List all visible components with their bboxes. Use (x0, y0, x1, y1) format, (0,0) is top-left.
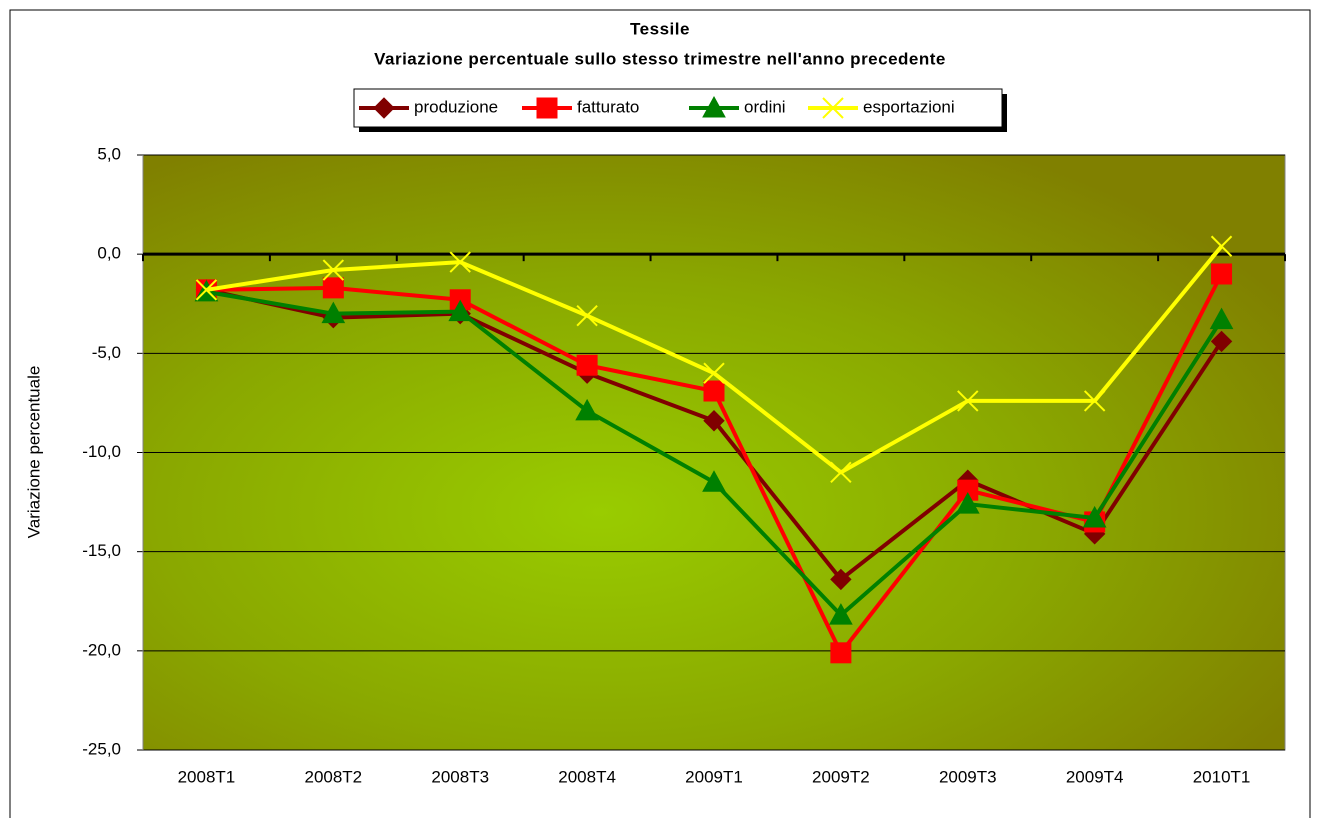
marker (1083, 390, 1106, 412)
marker (955, 492, 980, 514)
marker (702, 95, 726, 118)
marker (1211, 263, 1233, 285)
marker (830, 568, 852, 591)
marker (1210, 235, 1233, 257)
x-tick-label: 2009T3 (939, 767, 997, 786)
x-tick-label: 2009T4 (1066, 767, 1124, 786)
marker (1209, 307, 1234, 330)
marker (703, 380, 725, 402)
chart-subtitle: Variazione percentuale sullo stesso trim… (374, 49, 946, 68)
y-axis-label: Variazione percentuale (24, 366, 43, 539)
y-tick-label: -10,0 (82, 442, 121, 461)
marker (702, 470, 726, 492)
legend-label: esportazioni (863, 97, 955, 116)
x-tick-label: 2009T2 (812, 767, 870, 786)
y-tick-label: 5,0 (97, 144, 121, 163)
chart-title: Tessile (630, 19, 690, 38)
marker (822, 97, 844, 119)
x-tick-label: 2010T1 (1193, 767, 1251, 786)
y-tick-label: -20,0 (82, 640, 121, 659)
y-tick-label: -25,0 (82, 739, 121, 758)
marker (830, 461, 852, 484)
legend (353, 88, 1003, 128)
legend-label: fatturato (577, 97, 639, 116)
marker (321, 301, 346, 324)
marker (536, 97, 558, 119)
marker (1210, 330, 1233, 353)
x-tick-label: 2008T4 (558, 767, 616, 786)
y-tick-label: -5,0 (92, 343, 121, 362)
marker (449, 251, 471, 273)
marker (829, 603, 853, 625)
y-tick-label: 0,0 (97, 244, 121, 263)
marker (373, 97, 395, 119)
marker (576, 304, 598, 327)
marker (576, 354, 598, 376)
marker (322, 277, 344, 299)
x-tick-label: 2009T1 (685, 767, 743, 786)
marker (703, 362, 725, 384)
marker (195, 279, 218, 301)
marker (1082, 505, 1107, 528)
marker (448, 299, 473, 322)
marker (830, 642, 852, 664)
x-tick-label: 2008T1 (178, 767, 236, 786)
marker (322, 259, 345, 281)
legend-label: ordini (744, 97, 786, 116)
y-tick-label: -15,0 (82, 541, 121, 560)
legend-label: produzione (414, 97, 498, 116)
marker (957, 390, 979, 412)
marker (703, 410, 725, 432)
x-tick-label: 2008T2 (304, 767, 362, 786)
marker (575, 398, 599, 421)
x-tick-label: 2008T3 (431, 767, 489, 786)
